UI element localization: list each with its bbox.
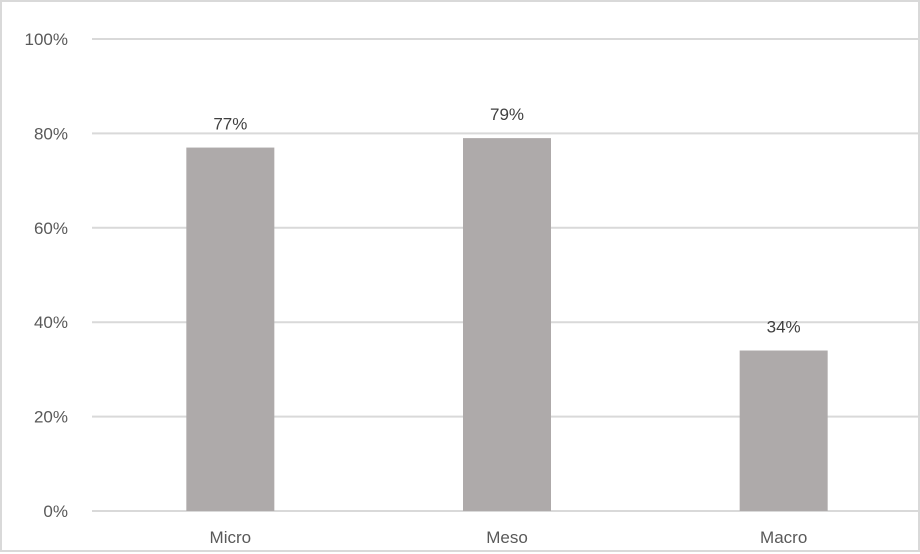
y-axis-ticks: 0% 20% 40% 60% 80% 100% bbox=[25, 30, 68, 521]
y-tick-label: 20% bbox=[34, 408, 68, 427]
y-tick-label: 80% bbox=[34, 124, 68, 143]
bar bbox=[739, 350, 828, 511]
bar-data-label: 79% bbox=[490, 105, 524, 124]
y-tick-label: 40% bbox=[34, 313, 68, 332]
y-tick-label: 100% bbox=[25, 30, 68, 49]
bar-data-label: 34% bbox=[767, 318, 801, 337]
category-label: Micro bbox=[210, 528, 252, 547]
bar bbox=[463, 138, 551, 511]
x-axis-categories: Micro Meso Macro bbox=[210, 528, 808, 547]
data-labels: 77% 79% 34% bbox=[213, 105, 800, 336]
y-tick-label: 60% bbox=[34, 219, 68, 238]
category-label: Meso bbox=[486, 528, 528, 547]
bar-data-label: 77% bbox=[213, 115, 247, 134]
category-label: Macro bbox=[760, 528, 807, 547]
y-tick-label: 0% bbox=[43, 502, 68, 521]
bar bbox=[186, 147, 275, 511]
bars bbox=[186, 138, 828, 511]
